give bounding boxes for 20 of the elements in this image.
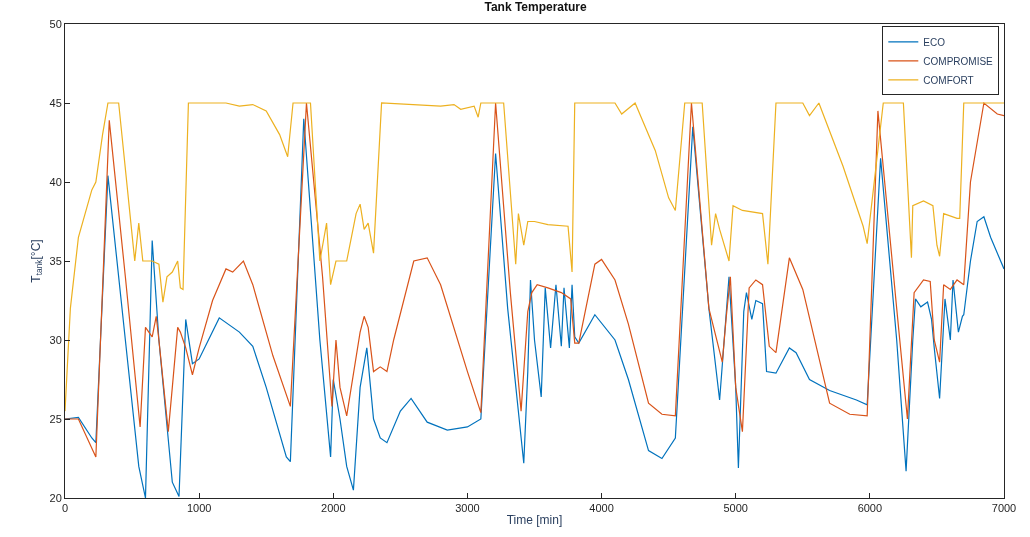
x-tick-label: 5000 [723, 502, 748, 515]
y-tick-label: 20 [49, 491, 62, 504]
y-tick-label: 50 [49, 17, 62, 30]
x-tick-label: 2000 [321, 502, 346, 515]
x-tick-label: 3000 [455, 502, 480, 515]
x-tick-label: 1000 [186, 502, 212, 515]
y-tick-label: 25 [49, 412, 62, 425]
x-tick-label: 7000 [991, 502, 1017, 515]
chart-title: Tank Temperature [484, 0, 588, 15]
legend-label: ECO [923, 36, 946, 48]
y-tick-label: 40 [49, 175, 62, 188]
y-tick-label: 35 [49, 254, 62, 267]
legend-label: COMFORT [923, 74, 974, 86]
x-tick-label: 6000 [857, 502, 883, 515]
x-tick-label: 4000 [589, 502, 614, 515]
y-tick-label: 30 [49, 333, 62, 346]
y-tick-label: 45 [49, 96, 62, 109]
legend-label: COMPROMISE [923, 55, 994, 67]
x-tick-label: 0 [61, 502, 69, 515]
x-axis-title: Time [min] [506, 513, 563, 528]
